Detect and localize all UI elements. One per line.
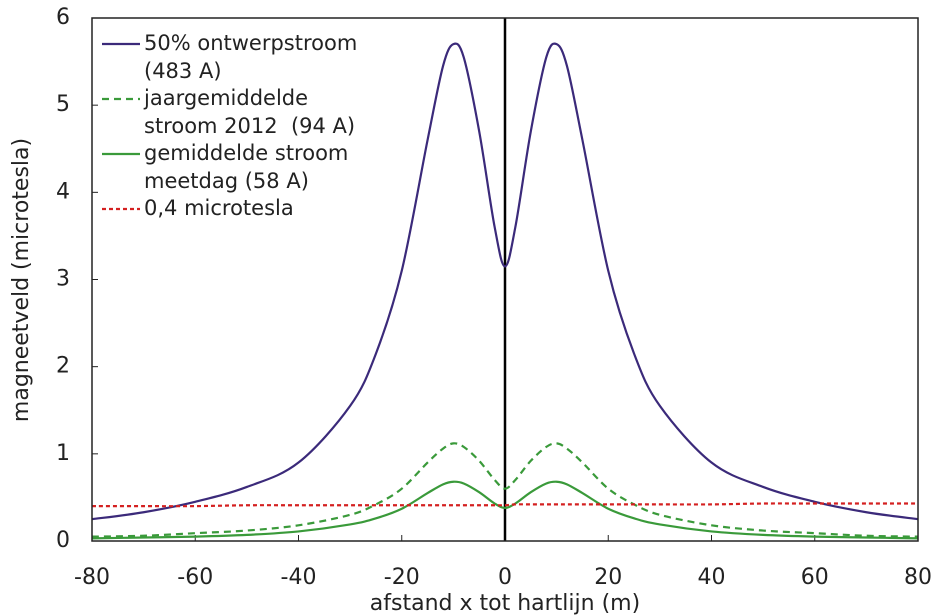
y-tick-label: 0 [56, 528, 70, 553]
legend-label: 0,4 microtesla [144, 196, 294, 220]
y-tick-label: 2 [56, 354, 70, 379]
legend-swatch [102, 42, 140, 46]
y-tick-label: 5 [56, 92, 70, 117]
y-axis-label: magneetveld (microtesla) [9, 138, 34, 422]
y-tick-label: 1 [56, 441, 70, 466]
legend-item: 0,4 microtesla [100, 195, 357, 223]
x-tick-label: -60 [177, 565, 213, 590]
x-tick-label: 0 [498, 565, 512, 590]
legend-label: jaargemiddelde stroom 2012 (94 A) [144, 86, 356, 138]
series-line [91, 502, 918, 508]
y-tick-label: 6 [56, 5, 70, 30]
legend-swatch [102, 97, 140, 101]
legend-item: gemiddelde stroom meetdag (58 A) [100, 140, 357, 195]
series-line [91, 442, 919, 538]
x-tick-label: -40 [281, 565, 317, 590]
plot-frame [91, 17, 919, 542]
x-tick-label: 20 [594, 565, 622, 590]
legend-swatch [102, 152, 140, 156]
x-axis-label: afstand x tot hartlijn (m) [370, 591, 640, 616]
legend-item: jaargemiddelde stroom 2012 (94 A) [100, 85, 357, 140]
x-tick-label: 40 [698, 565, 726, 590]
legend-label: gemiddelde stroom meetdag (58 A) [144, 141, 349, 193]
x-tick-label: 80 [904, 565, 932, 590]
legend-swatch [102, 207, 140, 211]
series-line [91, 480, 919, 540]
y-tick-label: 4 [56, 179, 70, 204]
x-tick-label: -80 [74, 565, 110, 590]
legend-item: 50% ontwerpstroom (483 A) [100, 30, 357, 85]
legend: 50% ontwerpstroom (483 A) jaargemiddelde … [100, 30, 357, 223]
legend-label: 50% ontwerpstroom (483 A) [144, 31, 358, 83]
series-line [91, 42, 919, 521]
x-tick-label: -20 [384, 565, 420, 590]
y-tick-label: 3 [56, 267, 70, 292]
x-tick-label: 60 [801, 565, 829, 590]
